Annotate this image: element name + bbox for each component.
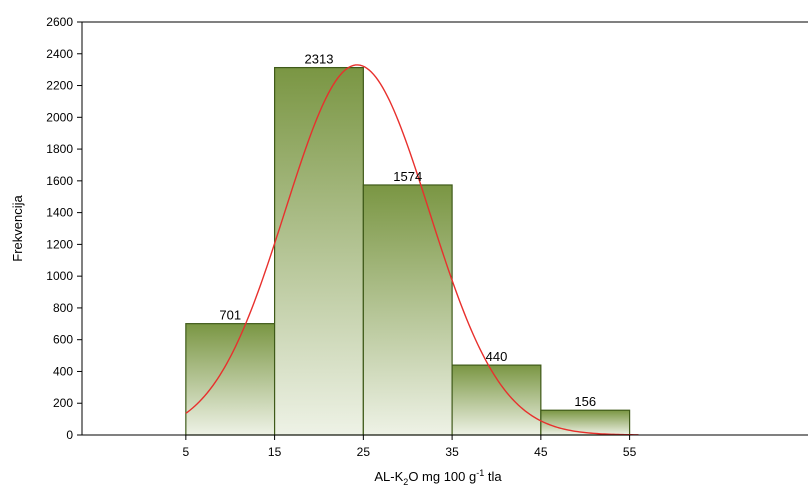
bar-value-label: 156 xyxy=(574,394,596,409)
y-tick-label: 1400 xyxy=(46,206,73,220)
bar-value-label: 2313 xyxy=(305,52,334,67)
axes-layer: 0 200 400 600 800 1000 1200 1400 1600 1800 2000 220… xyxy=(46,15,808,459)
y-tick-label: 400 xyxy=(53,364,73,378)
bar-value-label: 440 xyxy=(486,349,508,364)
histogram-bar-2 xyxy=(273,66,364,436)
y-tick-label: 2400 xyxy=(46,47,73,61)
y-tick-label: 1200 xyxy=(46,237,73,251)
x-tick-label: 5 xyxy=(182,445,189,459)
normal-fit-curve xyxy=(185,64,639,435)
histogram-bar-3 xyxy=(362,184,453,436)
y-tick-label: 800 xyxy=(53,301,73,315)
bar-value-label: 701 xyxy=(219,308,241,323)
x-tick-label: 15 xyxy=(268,445,282,459)
y-tick-label: 200 xyxy=(53,396,73,410)
x-tick-label: 25 xyxy=(357,445,371,459)
y-tick-label: 2200 xyxy=(46,79,73,93)
histogram-bar-5 xyxy=(540,409,631,436)
y-tick-label: 2000 xyxy=(46,110,73,124)
bar-value-label: 1574 xyxy=(393,169,422,184)
histogram-bar-1 xyxy=(185,323,276,436)
x-tick-label: 35 xyxy=(445,445,459,459)
y-tick-label: 1800 xyxy=(46,142,73,156)
y-tick-label: 1600 xyxy=(46,174,73,188)
y-tick-label: 600 xyxy=(53,333,73,347)
y-axis-title: Frekvencija xyxy=(10,194,25,261)
y-tick-label: 2600 xyxy=(46,15,73,29)
x-tick-label: 55 xyxy=(623,445,637,459)
y-tick-label: 0 xyxy=(66,428,73,442)
labels-layer: 701 2313 1574 440 156 Frekvencija AL-K2O mg 10… xyxy=(10,52,596,487)
bars-layer xyxy=(185,66,631,436)
x-tick-label: 45 xyxy=(534,445,548,459)
y-tick-label: 1000 xyxy=(46,269,73,283)
fit-curve-layer xyxy=(185,64,639,435)
histogram-bar-4 xyxy=(451,364,542,436)
x-axis-title: AL-K2O mg 100 g-1 tla xyxy=(374,468,502,487)
